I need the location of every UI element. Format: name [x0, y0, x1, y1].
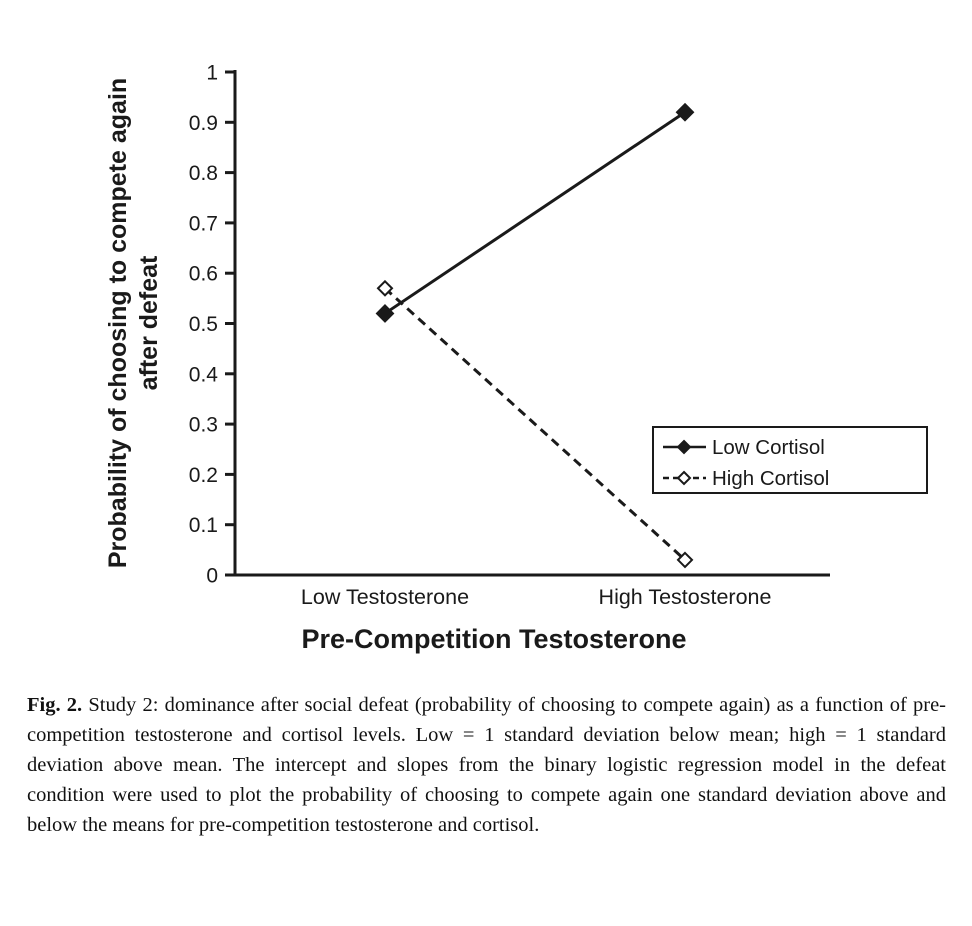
figure-caption: Fig. 2. Study 2: dominance after social …: [27, 690, 946, 840]
y-tick-label: 0.8: [189, 162, 218, 185]
data-point-low-cortisol-0: [375, 304, 395, 323]
line-chart: 0 0.1 0.2 0.3 0.4 0.5 0.6 0.7 0.8 0.9 1 Low Testost…: [104, 62, 928, 654]
y-tick-label: 0.2: [189, 464, 218, 487]
y-tick-label: 0.4: [189, 363, 219, 386]
x-tick-label: High Testosterone: [599, 585, 772, 609]
y-tick-label: 0.6: [189, 263, 218, 286]
y-tick-label: 1: [206, 62, 218, 85]
series-line-low-cortisol: [384, 110, 686, 315]
y-axis-title-line-2: after defeat: [135, 255, 163, 390]
legend-label-high-cortisol: High Cortisol: [712, 467, 829, 490]
x-axis-title: Pre-Competition Testosterone: [301, 624, 686, 654]
x-tick-label: Low Testosterone: [301, 585, 469, 609]
legend-marker-low-cortisol: [676, 439, 692, 455]
y-tick-label: 0.3: [189, 414, 218, 437]
y-tick-label: 0.5: [189, 313, 218, 336]
data-point-low-cortisol-1: [675, 102, 695, 122]
figure-caption-label: Fig. 2.: [27, 694, 83, 716]
y-tick-label: 0.7: [189, 212, 218, 235]
data-point-high-cortisol-1: [676, 551, 694, 569]
y-tick-label: 0.1: [189, 514, 218, 537]
data-point-high-cortisol-0: [376, 279, 394, 297]
figure-caption-text: Study 2: dominance after social defeat (…: [27, 694, 947, 836]
y-tick-label: 0: [206, 565, 218, 588]
legend-label-low-cortisol: Low Cortisol: [712, 436, 825, 459]
legend-marker-high-cortisol: [676, 470, 692, 486]
legend-box: [652, 426, 928, 494]
y-axis-title-line-1: Probability of choosing to compete again: [104, 78, 132, 568]
series-line-high-cortisol: [383, 287, 687, 562]
y-tick-label: 0.9: [189, 112, 218, 135]
